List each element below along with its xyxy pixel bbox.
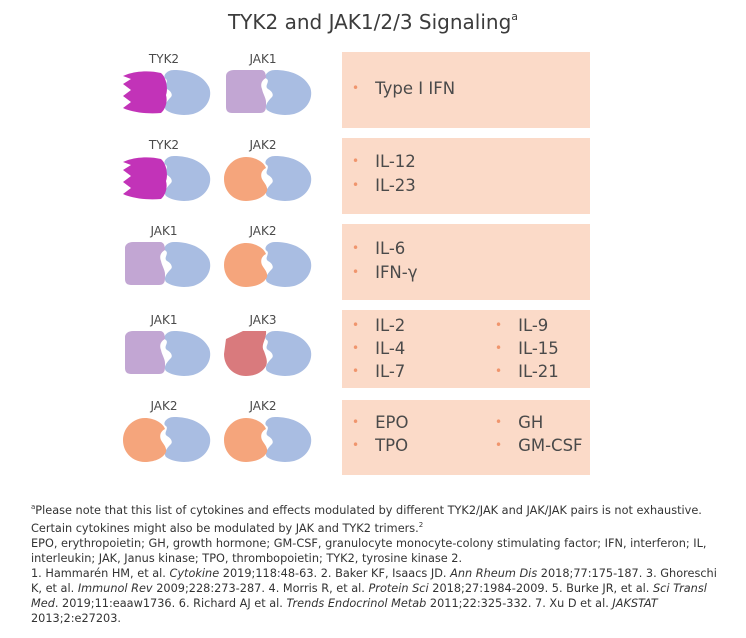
cytokine-item: • IL-2 <box>352 316 406 335</box>
tyk2-protein-icon <box>123 156 211 201</box>
jak2-kinase-shape <box>224 418 268 462</box>
receptor-domain-shape <box>265 417 312 462</box>
footnotes: aPlease note that this list of cytokines… <box>31 500 731 626</box>
cytokine-item: • IL-21 <box>495 362 559 381</box>
tyk2-kinase-shape <box>123 71 167 114</box>
title-text: TYK2 and JAK1/2/3 Signaling <box>227 10 512 34</box>
bullet-icon: • <box>352 154 360 168</box>
row2-left-label: TYK2 <box>148 138 180 152</box>
cytokine-item: • Type I IFN <box>352 79 456 98</box>
cytokine-item: • IL-7 <box>352 362 406 381</box>
receptor-domain-shape <box>265 156 312 201</box>
cytokine-item: • IL-15 <box>495 339 559 358</box>
cytokine-box-row2: • IL-12 • IL-23 <box>342 138 590 214</box>
receptor-domain-shape <box>164 156 211 201</box>
jak2-protein-icon <box>224 156 312 201</box>
jak2-protein-icon <box>123 417 211 462</box>
bullet-icon: • <box>352 415 360 429</box>
receptor-domain-shape <box>164 70 211 115</box>
cytokine-box-row3: • IL-6 • IFN-γ <box>342 224 590 300</box>
receptor-domain-shape <box>265 331 312 376</box>
jak1-protein-icon <box>125 242 211 287</box>
bullet-icon: • <box>495 341 503 355</box>
bullet-icon: • <box>352 364 360 378</box>
cytokine-item: • IL-12 <box>352 152 416 171</box>
bullet-icon: • <box>352 241 360 255</box>
jak1-kinase-shape <box>125 331 165 374</box>
cytokine-box-row4: • IL-2 • IL-4 • IL-7 • IL-9 • IL-15 • IL-21 <box>342 310 590 388</box>
bullet-icon: • <box>495 438 503 452</box>
cytokine-item: • EPO <box>352 413 409 432</box>
bullet-icon: • <box>495 415 503 429</box>
tyk2-protein-icon <box>123 70 211 115</box>
bullet-icon: • <box>495 318 503 332</box>
receptor-domain-shape <box>164 331 211 376</box>
jak2-kinase-shape <box>123 418 167 462</box>
cytokine-item: • GM-CSF <box>495 436 583 455</box>
row5-left-label: JAK2 <box>150 399 178 413</box>
jak2-protein-icon <box>224 417 312 462</box>
row4-right-label: JAK3 <box>249 313 277 327</box>
cytokine-item: • IL-4 <box>352 339 406 358</box>
bullet-icon: • <box>352 178 360 192</box>
jak1-protein-icon <box>226 70 312 115</box>
row1-left-label: TYK2 <box>148 52 180 66</box>
cytokine-item: • IFN-γ <box>352 263 418 282</box>
footnote-note: aPlease note that this list of cytokines… <box>31 503 702 535</box>
receptor-domain-shape <box>164 417 211 462</box>
bullet-icon: • <box>352 318 360 332</box>
bullet-icon: • <box>352 265 360 279</box>
jak2-kinase-shape <box>224 243 268 287</box>
cytokine-box-row5: • EPO • TPO • GH • GM-CSF <box>342 400 590 475</box>
bullet-icon: • <box>352 81 360 95</box>
jak3-protein-icon <box>224 331 312 376</box>
cytokine-item: • TPO <box>352 436 409 455</box>
row3-right-label: JAK2 <box>249 224 277 238</box>
cytokine-item: • IL-6 <box>352 239 406 258</box>
jak3-kinase-shape <box>224 331 267 376</box>
row2-right-label: JAK2 <box>249 138 277 152</box>
cytokine-item: • GH <box>495 413 544 432</box>
jak2-protein-icon <box>224 242 312 287</box>
jak1-kinase-shape <box>125 242 165 285</box>
bullet-icon: • <box>352 341 360 355</box>
tyk2-kinase-shape <box>123 157 167 200</box>
jak1-protein-icon <box>125 331 211 376</box>
jak1-kinase-shape <box>226 70 266 113</box>
footnote-abbreviations: EPO, erythropoietin; GH, growth hormone;… <box>31 536 707 565</box>
row1-right-label: JAK1 <box>249 52 277 66</box>
row5-right-label: JAK2 <box>249 399 277 413</box>
footnote-references: 1. Hammarén HM, et al. Cytokine 2019;118… <box>31 566 717 625</box>
bullet-icon: • <box>352 438 360 452</box>
row4-left-label: JAK1 <box>150 313 178 327</box>
receptor-domain-shape <box>265 242 312 287</box>
cytokine-item: • IL-23 <box>352 176 416 195</box>
cytokine-box-row1: • Type I IFN <box>342 52 590 128</box>
cytokine-item: • IL-9 <box>495 316 549 335</box>
receptor-domain-shape <box>265 70 312 115</box>
receptor-domain-shape <box>164 242 211 287</box>
page-title: TYK2 and JAK1/2/3 Signalinga <box>0 10 746 34</box>
title-superscript: a <box>511 10 519 23</box>
jak2-kinase-shape <box>224 157 268 201</box>
bullet-icon: • <box>495 364 503 378</box>
row3-left-label: JAK1 <box>150 224 178 238</box>
